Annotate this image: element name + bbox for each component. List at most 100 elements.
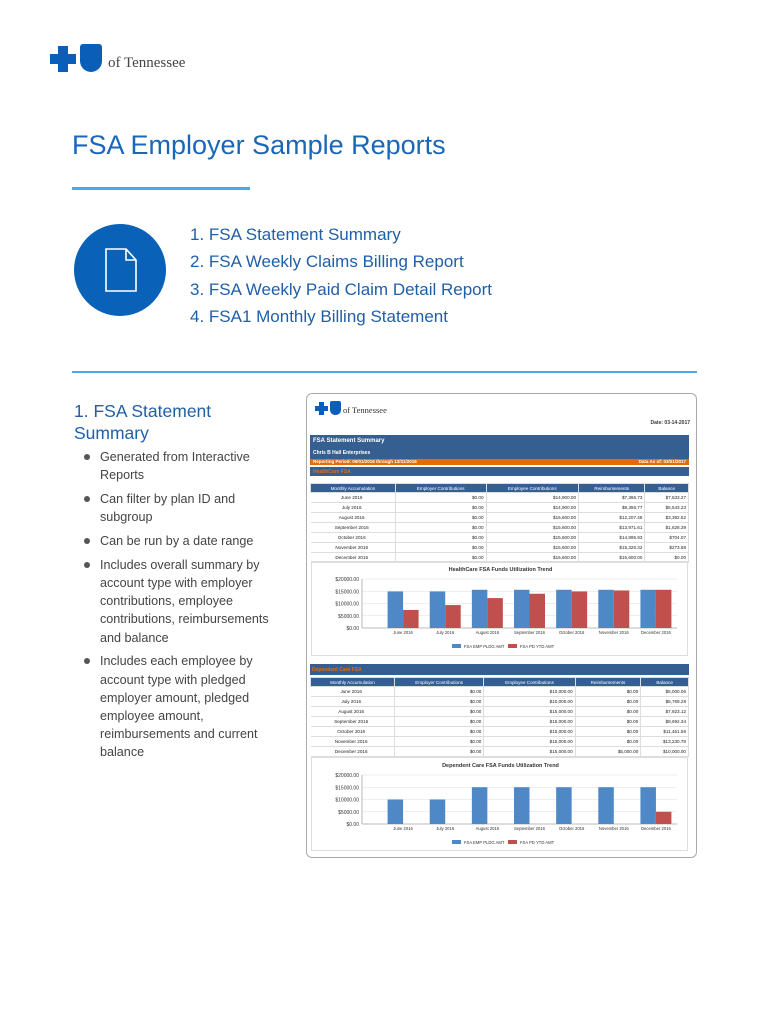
bar-pledged xyxy=(429,799,446,824)
chart-title: Dependent Care FSA Funds Utilization Tre… xyxy=(442,763,559,769)
column-header: Employer Contributions xyxy=(394,483,487,493)
column-header: Monthly Accumulation xyxy=(310,483,396,493)
column-header: Reimbursements xyxy=(574,677,642,687)
bar-paid xyxy=(655,589,672,628)
table-cell: $0.00 xyxy=(394,686,485,697)
report-logo: of Tennessee xyxy=(315,401,387,415)
bullet-item: Includes each employee by account type w… xyxy=(84,652,284,761)
dependent-table: Monthly Accumulation Employer Contributio… xyxy=(310,677,689,757)
table-cell: June 2016 xyxy=(310,686,395,697)
reporting-period: Reporting Period: 06/01/2016 through 12/… xyxy=(313,459,417,464)
table-cell: $7,533.27 xyxy=(644,492,689,503)
column-header: Reimbursements xyxy=(578,483,646,493)
table-cell: $0.00 xyxy=(575,706,642,717)
column-header: Employer Contributions xyxy=(393,677,485,687)
table-row: September 2016 $0.00 $15,600.00 $13,971.61 $… xyxy=(310,522,689,533)
report-date: Date: 03-14-2017 xyxy=(650,420,690,426)
healthcare-table: Monthly Accumulation Employer Contributio… xyxy=(310,483,689,563)
legend-label: FSA PD YTD AMT xyxy=(520,644,555,649)
table-row: July 2016 $0.00 $10,000.00 $0.00 $5,769.28 xyxy=(310,696,689,707)
table-row: November 2016 $0.00 $15,600.00 $15,326.32 $2… xyxy=(310,542,689,553)
table-cell: $5,769.28 xyxy=(640,696,689,707)
x-tick-label: December 2016 xyxy=(641,826,671,831)
healthcare-section-header: HealthCare FSA xyxy=(310,467,689,476)
table-cell: $273.68 xyxy=(644,542,689,553)
table-cell: $3,392.52 xyxy=(644,512,689,523)
table-cell: $0.00 xyxy=(394,746,485,757)
table-row: September 2016 $0.00 $15,000.00 $0.00 $9,692… xyxy=(310,716,689,727)
bullet-item: Generated from Interactive Reports xyxy=(84,448,284,484)
x-tick-label: June 2016 xyxy=(393,826,413,831)
column-header: Monthly Accumulation xyxy=(310,677,395,687)
x-tick-label: October 2016 xyxy=(559,630,585,635)
table-cell: $0.00 xyxy=(395,522,487,533)
bullet-item: Can filter by plan ID and subgroup xyxy=(84,490,284,526)
section-title: 1. FSA Statement Summary xyxy=(74,401,212,443)
table-header-row: Monthly Accumulation Employer Contributio… xyxy=(310,677,689,687)
table-cell: October 2016 xyxy=(310,726,395,737)
report-title: FSA Statement Summary xyxy=(313,438,385,444)
chart-title: HealthCare FSA Funds Utilization Trend xyxy=(449,567,553,573)
table-cell: $7,366.73 xyxy=(578,492,646,503)
bar-pledged xyxy=(640,787,656,824)
y-tick-label: $5000.00 xyxy=(338,810,359,816)
bar-paid xyxy=(487,598,503,628)
toc-item: 2. FSA Weekly Claims Billing Report xyxy=(190,252,464,272)
table-cell: $0.00 xyxy=(394,706,485,717)
period-bar: Reporting Period: 06/01/2016 through 12/… xyxy=(310,459,689,465)
bar-pledged xyxy=(598,787,614,824)
table-cell: $5,000.00 xyxy=(575,746,642,757)
table-cell: December 2016 xyxy=(310,746,395,757)
table-cell: November 2016 xyxy=(310,736,395,747)
toc-item: 1. FSA Statement Summary xyxy=(190,225,401,244)
table-cell: $10,000.00 xyxy=(640,746,689,757)
bar-pledged xyxy=(429,591,446,628)
table-cell: $5,543.23 xyxy=(644,502,689,513)
bar-paid xyxy=(571,591,588,628)
bar-paid xyxy=(445,605,461,628)
table-cell: $704.07 xyxy=(644,532,689,543)
table-cell: $14,895.93 xyxy=(578,532,646,543)
dependent-section-header: Dependent Care FSA xyxy=(310,664,689,675)
table-cell: $15,600.00 xyxy=(486,512,580,523)
table-cell: $0.00 xyxy=(395,532,487,543)
blue-cross-icon xyxy=(50,46,76,72)
x-tick-label: July 2016 xyxy=(436,630,455,635)
table-row: August 2016 $0.00 $15,000.00 $0.00 $7,923.12 xyxy=(310,706,689,717)
report-preview: of Tennessee Date: 03-14-2017 FSA Statem… xyxy=(306,393,697,858)
table-cell: $9,692.34 xyxy=(640,716,689,727)
bar-pledged xyxy=(514,589,530,628)
table-cell: $0.00 xyxy=(394,696,485,707)
dependent-chart: Dependent Care FSA Funds Utilization Tre… xyxy=(311,757,688,851)
title-rule xyxy=(72,187,250,190)
table-cell: $14,900.00 xyxy=(486,492,580,503)
table-cell: $0.00 xyxy=(394,716,485,727)
y-tick-label: $15000.00 xyxy=(335,589,359,595)
table-cell: $0.00 xyxy=(575,716,642,727)
section-rule xyxy=(72,371,697,373)
x-tick-label: December 2016 xyxy=(641,630,671,635)
page-title: FSA Employer Sample Reports xyxy=(72,130,446,160)
table-cell: August 2016 xyxy=(310,512,396,523)
table-cell: $15,000.00 xyxy=(483,736,576,747)
bar-pledged xyxy=(387,799,404,824)
table-cell: $0.00 xyxy=(575,686,642,697)
table-cell: August 2016 xyxy=(310,706,395,717)
table-cell: $0.00 xyxy=(394,726,485,737)
table-cell: $0.00 xyxy=(395,552,487,563)
table-row: December 2016 $0.00 $15,600.00 $15,600.00 $0… xyxy=(310,552,689,563)
table-cell: July 2016 xyxy=(310,696,395,707)
table-cell: June 2016 xyxy=(310,492,396,503)
bar-pledged xyxy=(556,589,572,628)
table-cell: $14,900.00 xyxy=(486,502,580,513)
table-row: October 2016 $0.00 $15,000.00 $0.00 $11,461.… xyxy=(310,726,689,737)
blue-shield-icon xyxy=(330,401,341,415)
bar-chart: HealthCare FSA Funds Utilization Trend $0… xyxy=(335,567,677,649)
x-tick-label: October 2016 xyxy=(559,826,585,831)
legend-swatch xyxy=(452,644,461,648)
table-cell: $15,600.00 xyxy=(486,522,580,533)
table-header-row: Monthly Accumulation Employer Contributio… xyxy=(310,483,689,493)
table-cell: $15,326.32 xyxy=(578,542,646,553)
legend-label: FSA EMP PLDG AMT xyxy=(464,840,505,845)
x-tick-label: August 2016 xyxy=(476,630,500,635)
